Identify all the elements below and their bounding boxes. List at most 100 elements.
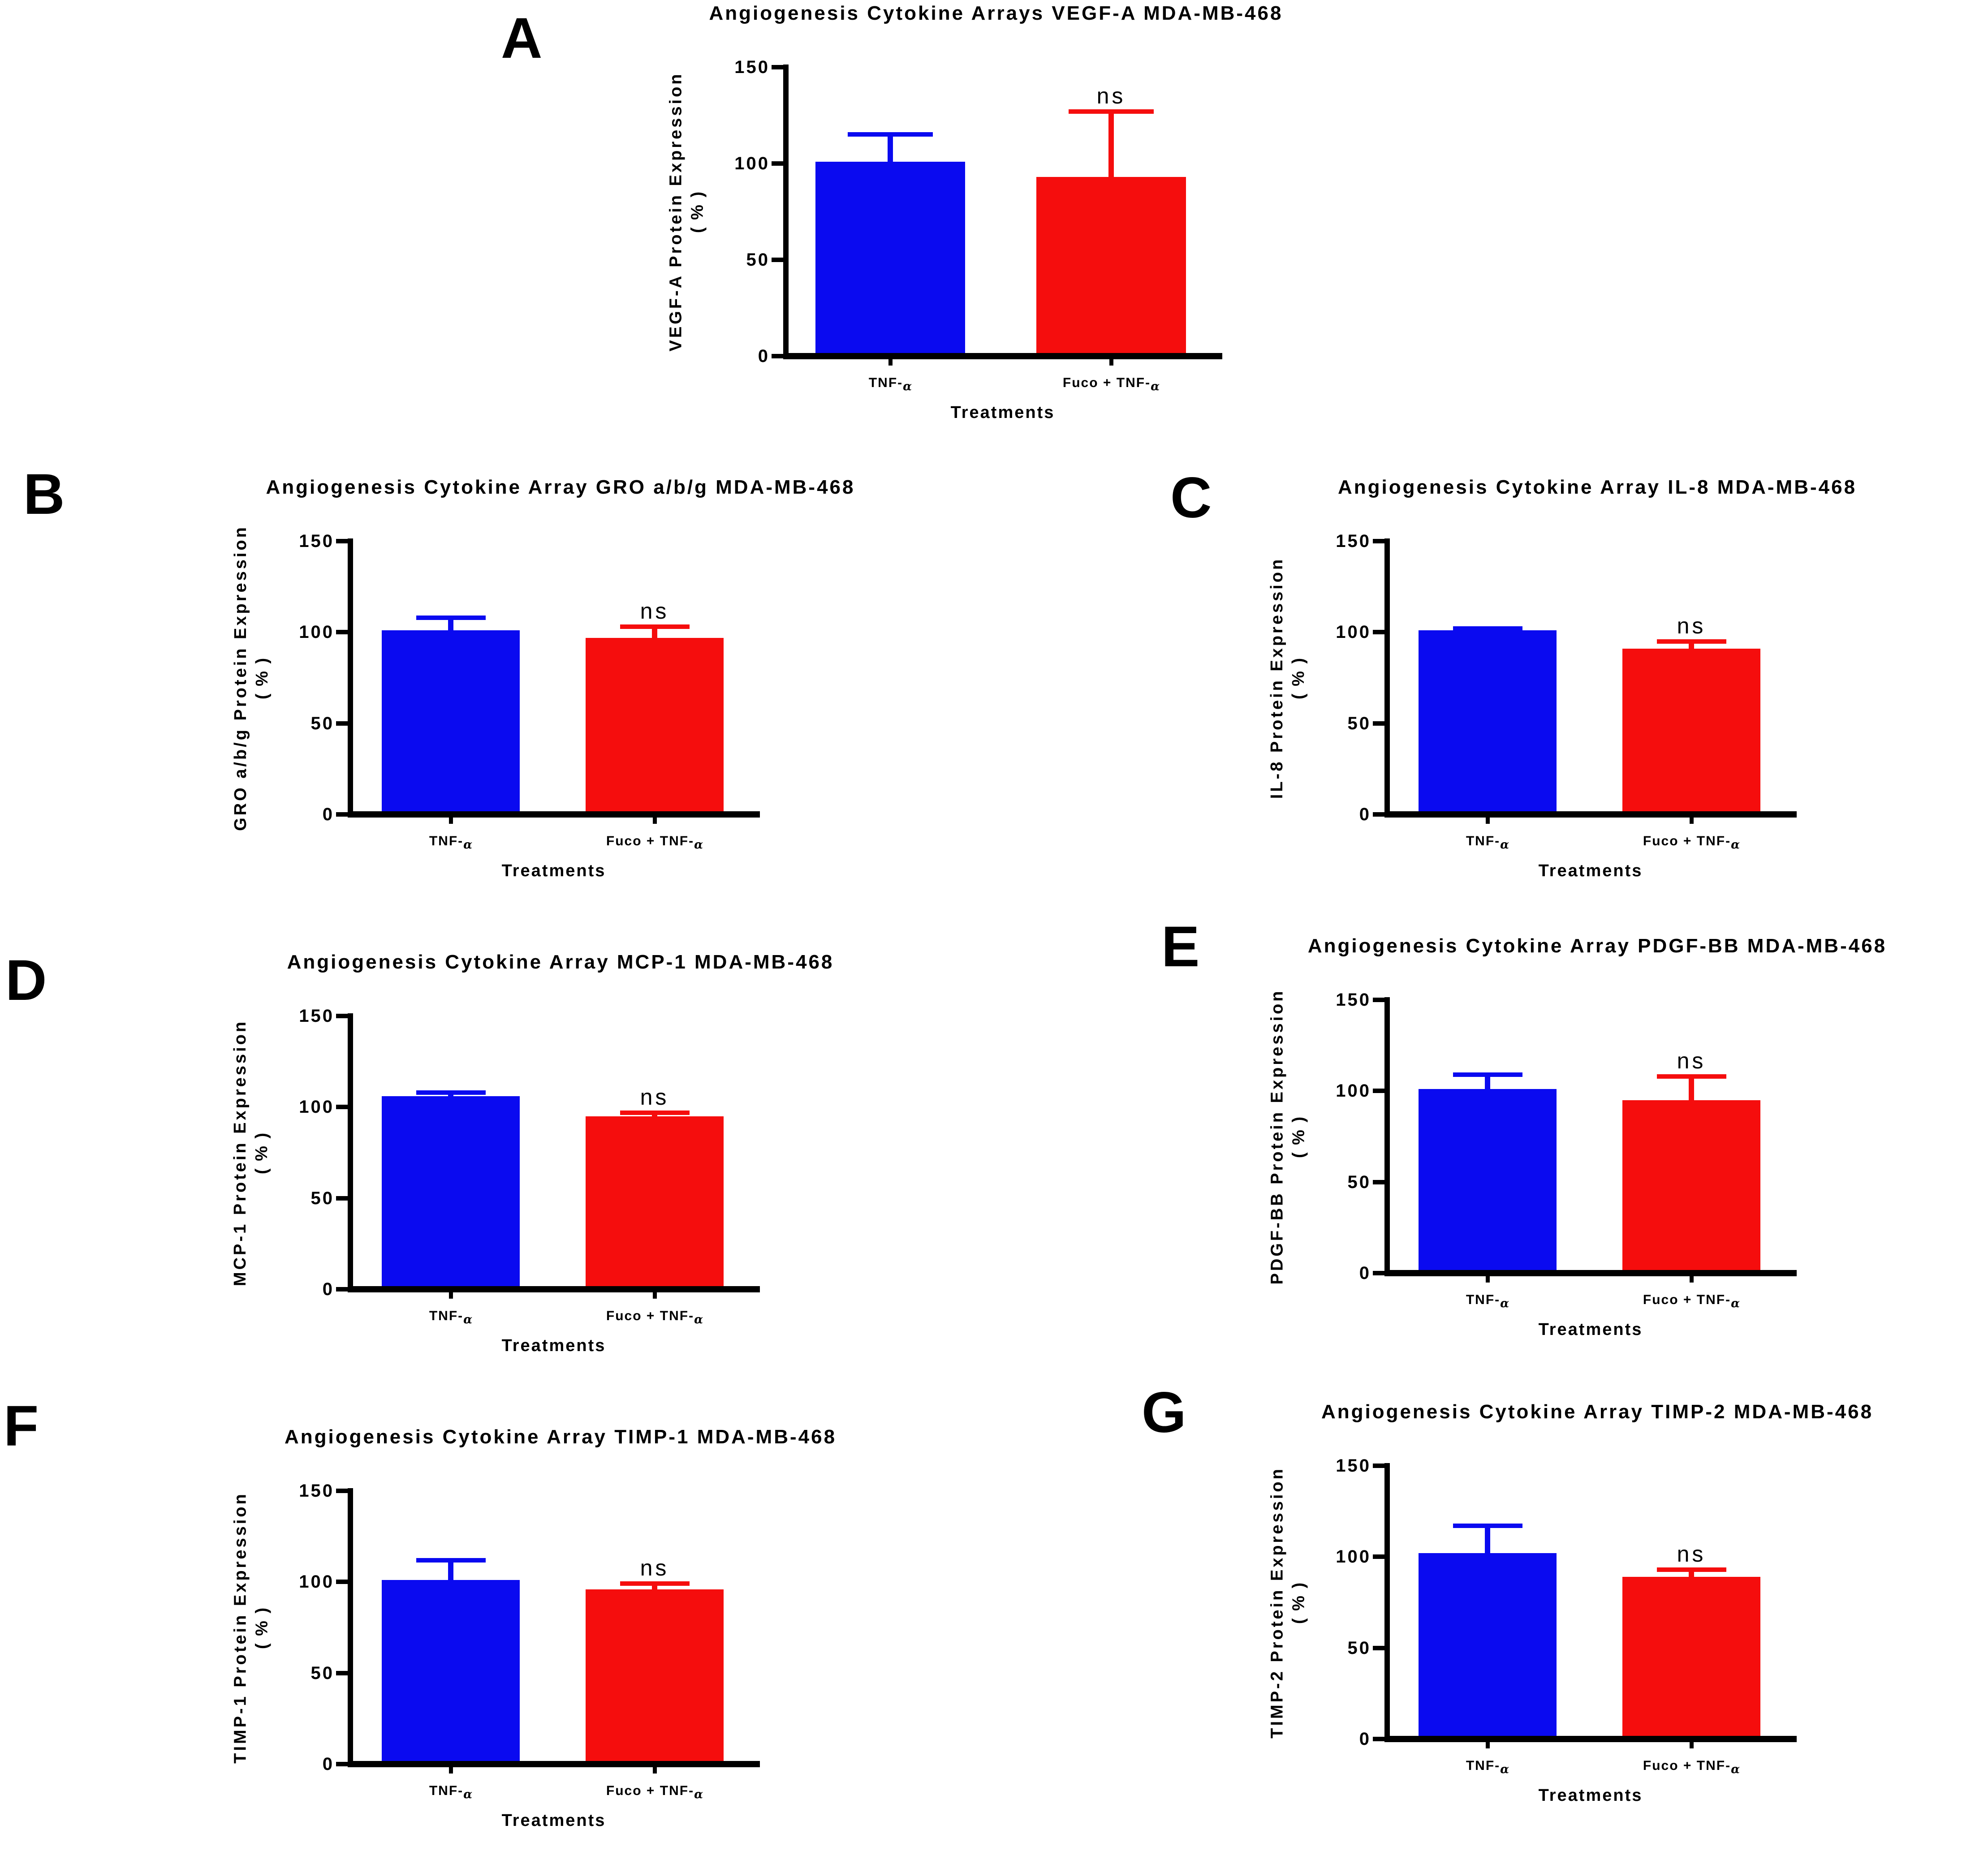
- significance-label: ns: [640, 1085, 669, 1110]
- y-tick-mark: [336, 1489, 348, 1493]
- alpha-symbol: α: [1151, 380, 1160, 393]
- y-axis-label-text: VEGF-A Protein Expression( % ): [666, 72, 708, 351]
- chart-panel-d: Angiogenesis Cytokine Array MCP-1 MDA-MB…: [160, 949, 962, 1442]
- panel-letter-d: D: [5, 948, 47, 1012]
- y-tick-mark: [336, 630, 348, 634]
- y-axis-label-text: MCP-1 Protein Expression( % ): [230, 1019, 273, 1286]
- alpha-symbol: α: [694, 1313, 703, 1326]
- error-bar-cap: [848, 132, 933, 137]
- y-axis-label-text: GRO a/b/g Protein Expression( % ): [230, 525, 273, 831]
- y-axis-label-line1: IL-8 Protein Expression: [1268, 557, 1287, 799]
- y-tick-label: 150: [1336, 1456, 1371, 1476]
- significance-label: ns: [1096, 83, 1126, 108]
- x-tick-mark: [1690, 1276, 1694, 1283]
- y-tick-label: 150: [1336, 990, 1371, 1010]
- chart-panel-a: Angiogenesis Cytokine Arrays VEGF-A MDA-…: [595, 0, 1397, 493]
- y-tick-mark: [1373, 539, 1384, 543]
- significance-label: ns: [1677, 1048, 1706, 1073]
- chart-panel-b: Angiogenesis Cytokine Array GRO a/b/g MD…: [160, 474, 962, 967]
- error-bar-cap: [620, 624, 690, 629]
- x-tick-mark: [653, 1292, 657, 1299]
- y-axis-label-line1: PDGF-BB Protein Expression: [1268, 989, 1287, 1284]
- y-axis-label: PDGF-BB Protein Expression( % ): [1259, 989, 1317, 1284]
- y-tick-label: 50: [1347, 1638, 1371, 1658]
- y-tick-label: 0: [1359, 1729, 1371, 1749]
- x-tick-mark: [1690, 818, 1694, 824]
- error-bar-stem: [1485, 1526, 1490, 1557]
- chart-panel-c: Angiogenesis Cytokine Array IL-8 MDA-MB-…: [1196, 474, 1988, 967]
- plot-area: [336, 538, 760, 824]
- x-category-label: TNF-α: [868, 375, 912, 393]
- y-axis-label-unit: ( % ): [1289, 1581, 1308, 1624]
- error-bar-cap: [620, 1111, 690, 1115]
- x-tick-mark: [1486, 1742, 1490, 1748]
- alpha-symbol: α: [1500, 1763, 1509, 1776]
- error-bar-cap: [416, 1090, 486, 1095]
- y-axis-label-unit: ( % ): [252, 656, 272, 699]
- y-tick-mark: [336, 1196, 348, 1201]
- x-category-label: Fuco + TNF-α: [606, 1783, 703, 1801]
- alpha-symbol: α: [694, 1788, 703, 1801]
- panel-letter-g: G: [1142, 1381, 1186, 1445]
- alpha-symbol: α: [463, 838, 473, 852]
- y-tick-label: 0: [322, 1754, 334, 1774]
- y-tick-label: 150: [299, 1481, 334, 1501]
- error-bar-stem: [888, 134, 893, 165]
- x-axis-title: Treatments: [1538, 861, 1643, 880]
- y-tick-label: 150: [299, 531, 334, 551]
- chart-title: Angiogenesis Cytokine Array MCP-1 MDA-MB…: [287, 951, 834, 973]
- x-tick-mark: [449, 1292, 453, 1299]
- y-tick-mark: [336, 812, 348, 817]
- y-axis-label-text: TIMP-1 Protein Expression( % ): [230, 1492, 273, 1763]
- error-bar-cap: [1453, 1524, 1522, 1528]
- y-axis-label: GRO a/b/g Protein Expression( % ): [222, 525, 280, 831]
- x-axis-title: Treatments: [1538, 1786, 1643, 1805]
- x-axis-line: [1384, 1270, 1797, 1276]
- x-category-label: Fuco + TNF-α: [606, 1309, 703, 1326]
- y-tick-label: 50: [1347, 1172, 1371, 1192]
- chart-panel-e: Angiogenesis Cytokine Array PDGF-BB MDA-…: [1196, 933, 1988, 1425]
- y-tick-label: 0: [322, 805, 334, 824]
- error-bar-cap: [416, 616, 486, 620]
- y-tick-mark: [1373, 1646, 1384, 1650]
- x-axis-line: [348, 811, 760, 818]
- y-tick-mark: [336, 1762, 348, 1766]
- y-axis-line: [1384, 997, 1390, 1276]
- x-category-label: Fuco + TNF-α: [1062, 375, 1160, 393]
- error-bar-cap: [416, 1558, 486, 1563]
- x-category-label: Fuco + TNF-α: [1643, 1292, 1740, 1310]
- y-tick-label: 0: [322, 1279, 334, 1299]
- y-axis-label: VEGF-A Protein Expression( % ): [658, 67, 716, 356]
- error-bar-stem: [1108, 112, 1114, 181]
- y-tick-mark: [336, 539, 348, 543]
- y-axis-label: TIMP-1 Protein Expression( % ): [222, 1491, 280, 1764]
- x-axis-title: Treatments: [950, 403, 1055, 422]
- y-tick-mark: [1373, 1554, 1384, 1559]
- y-axis-line: [348, 538, 353, 818]
- panel-letter-c: C: [1170, 466, 1212, 530]
- y-tick-label: 0: [1359, 1263, 1371, 1283]
- y-tick-mark: [1373, 1089, 1384, 1093]
- x-category-label: TNF-α: [1466, 1292, 1509, 1310]
- y-tick-mark: [1373, 1737, 1384, 1741]
- chart-title: Angiogenesis Cytokine Array PDGF-BB MDA-…: [1307, 935, 1887, 957]
- y-tick-mark: [336, 1014, 348, 1018]
- bar-tnf-alpha: [1419, 1553, 1557, 1739]
- y-axis-label-text: TIMP-2 Protein Expression( % ): [1267, 1467, 1310, 1738]
- x-category-label: Fuco + TNF-α: [1643, 1758, 1740, 1776]
- y-tick-label: 150: [299, 1006, 334, 1026]
- chart-title: Angiogenesis Cytokine Array TIMP-2 MDA-M…: [1321, 1401, 1874, 1423]
- chart-title: Angiogenesis Cytokine Array GRO a/b/g MD…: [266, 476, 855, 498]
- y-axis-label: TIMP-2 Protein Expression( % ): [1259, 1466, 1317, 1739]
- y-tick-mark: [336, 1287, 348, 1291]
- alpha-symbol: α: [1500, 1297, 1509, 1310]
- alpha-symbol: α: [1731, 838, 1740, 852]
- y-tick-label: 50: [310, 714, 334, 733]
- y-tick-label: 100: [1336, 1547, 1371, 1567]
- x-axis-title: Treatments: [501, 861, 606, 880]
- error-bar-cap: [1453, 1072, 1522, 1077]
- bar-fuco-tnf-alpha: [586, 1116, 724, 1289]
- bar-tnf-alpha: [1419, 630, 1557, 814]
- error-bar-stem: [1485, 1075, 1490, 1093]
- bar-tnf-alpha: [815, 162, 965, 356]
